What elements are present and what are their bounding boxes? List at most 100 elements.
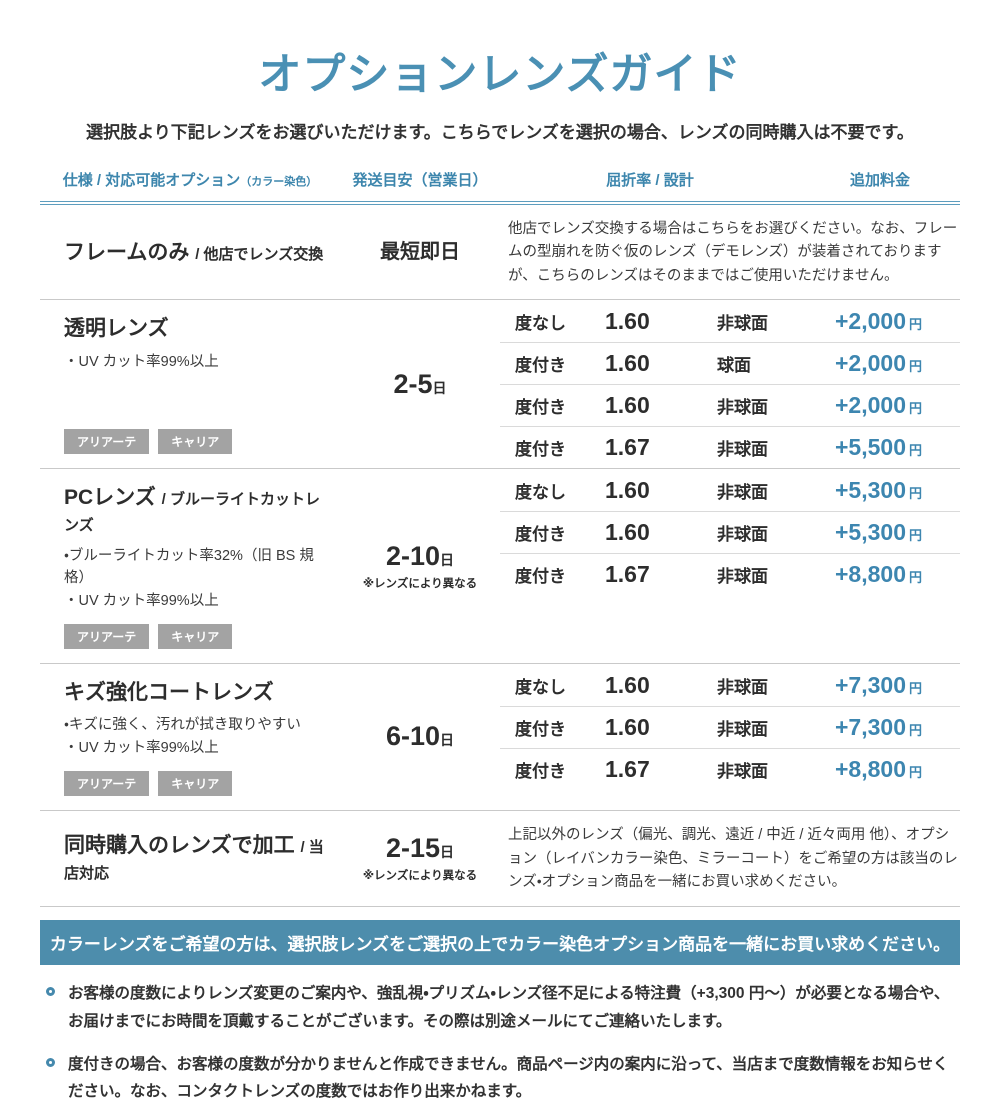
option-price-unit: 円 — [909, 765, 923, 781]
option-price-value: +2,000 — [835, 307, 906, 334]
lens-option-row: 度付き 1.60 非球面 +7,300 円 — [500, 706, 960, 748]
option-power: 度なし — [515, 482, 566, 502]
shipping-unit: 日 — [432, 379, 447, 396]
footnote: お客様の度数によりレンズ変更のご案内や、強乱視・プリズム・レンズ径不足による特注… — [40, 980, 960, 1036]
shipping-unit: 日 — [440, 844, 455, 861]
shipping-cell: 最短即日 — [340, 205, 500, 299]
option-index: 1.67 — [605, 561, 650, 588]
feature-item: ・UV カット率99%以上 — [64, 739, 219, 756]
feature-list: ・キズに強く、汚れが拭き取りやすい ・UV カット率99%以上 — [64, 714, 301, 759]
option-price-value: +8,800 — [835, 756, 906, 783]
option-design: 非球面 — [717, 720, 768, 740]
option-price-unit: 円 — [909, 680, 923, 696]
option-design: 非球面 — [717, 677, 768, 697]
option-design: 非球面 — [717, 313, 768, 333]
tag-carrier: キャリア — [158, 429, 233, 455]
footnote-text: お客様の度数によりレンズ変更のご案内や、強乱視・プリズム・レンズ径不足による特注… — [68, 984, 950, 1030]
lens-option-row: 度付き 1.60 球面 +2,000 円 — [500, 342, 960, 384]
option-price: +2,000 円 — [835, 308, 922, 335]
shipping-cell: 6-10日 — [340, 664, 500, 810]
table-row-frame-only: フレームのみ / 他店でレンズ交換 最短即日 他店でレンズ交換する場合はこちらを… — [40, 205, 960, 301]
detail-cell: 他店でレンズ交換する場合はこちらをお選びください。なお、フレームの型崩れを防ぐ仮… — [500, 205, 960, 299]
option-price-value: +7,300 — [835, 714, 906, 741]
option-price-value: +7,300 — [835, 671, 906, 698]
tag-list: アリアーテ キャリア — [64, 612, 233, 650]
feature-list: ・UV カット率99%以上 — [64, 351, 219, 373]
option-power: 度付き — [515, 356, 566, 376]
shipping-days: 2-5 — [393, 368, 433, 399]
row-title: キズ強化コートレンズ — [64, 681, 274, 705]
row-title-sub: / ブルーライトカットレンズ — [64, 491, 320, 534]
row-title: PCレンズ / ブルーライトカットレンズ — [64, 485, 334, 535]
lens-option-row: 度付き 1.67 非球面 +8,800 円 — [500, 553, 960, 595]
footnote-text: 度付きの場合、お客様の度数が分かりませんと作成できません。商品ページ内の案内に沿… — [68, 1055, 949, 1101]
option-price: +7,300 円 — [835, 714, 922, 741]
lens-option-row: 度なし 1.60 非球面 +7,300 円 — [500, 664, 960, 706]
shipping-unit: 日 — [440, 552, 455, 568]
column-header-price: 追加料金 — [849, 172, 910, 189]
option-power: 度付き — [515, 440, 566, 460]
option-price-value: +5,300 — [835, 476, 906, 503]
option-power: 度付き — [515, 567, 566, 587]
option-price: +5,300 円 — [835, 477, 922, 504]
option-index: 1.60 — [605, 714, 650, 741]
row-title-main: PCレンズ — [64, 486, 156, 510]
table-row-pc-lens: PCレンズ / ブルーライトカットレンズ ・ブルーライトカット率32%（旧 BS… — [40, 469, 960, 665]
column-header-spec-label: 仕様 / 対応可能オプション — [62, 172, 241, 189]
table-row-clear-lens: 透明レンズ ・UV カット率99%以上 アリアーテ キャリア 2-5日 度なし … — [40, 300, 960, 470]
option-price-unit: 円 — [909, 485, 923, 501]
option-design: 非球面 — [717, 398, 768, 418]
option-price: +2,000 円 — [835, 350, 922, 377]
feature-item: ・キズに強く、汚れが拭き取りやすい — [64, 717, 301, 734]
option-power: 度なし — [515, 313, 566, 333]
feature-item: ・UV カット率99%以上 — [64, 353, 219, 370]
spec-cell: フレームのみ / 他店でレンズ交換 — [40, 205, 340, 299]
column-headers-right: 屈折率 / 設計 追加料金 — [500, 169, 960, 190]
option-power: 度付き — [515, 398, 566, 418]
tag-carrier: キャリア — [158, 624, 233, 650]
option-index: 1.67 — [605, 434, 650, 461]
shipping-value: 2-15日 — [386, 833, 455, 864]
option-price-value: +2,000 — [835, 350, 906, 377]
option-price-unit: 円 — [909, 570, 923, 586]
row-title: フレームのみ / 他店でレンズ交換 — [64, 240, 323, 265]
lens-option-row: 度付き 1.60 非球面 +5,300 円 — [500, 511, 960, 553]
option-price-value: +8,800 — [835, 561, 906, 588]
option-power: 度付き — [515, 720, 566, 740]
lens-option-row: 度付き 1.67 非球面 +5,500 円 — [500, 426, 960, 468]
option-index: 1.60 — [605, 671, 650, 698]
lens-option-row: 度なし 1.60 非球面 +2,000 円 — [500, 300, 960, 342]
column-header-refraction: 屈折率 / 設計 — [606, 172, 694, 189]
color-lens-banner: カラーレンズをご希望の方は、選択肢レンズをご選択の上でカラー染色オプション商品を… — [40, 919, 960, 965]
header-divider — [40, 201, 960, 205]
column-header-spec-note: （カラー染色） — [240, 176, 318, 188]
tag-list: アリアーテ キャリア — [64, 417, 233, 455]
option-power: 度付き — [515, 762, 566, 782]
option-price-unit: 円 — [909, 359, 923, 375]
tag-ariate: アリアーテ — [64, 429, 150, 455]
shipping-note: ※レンズにより異なる — [362, 869, 478, 882]
shipping-value: 2-10日 — [386, 541, 455, 572]
options-cell: 度なし 1.60 非球面 +7,300 円 度付き 1.60 非球面 +7,300… — [500, 664, 960, 810]
tag-ariate: アリアーテ — [64, 624, 150, 650]
option-design: 球面 — [717, 356, 751, 376]
option-price-value: +5,300 — [835, 519, 906, 546]
options-cell: 度なし 1.60 非球面 +5,300 円 度付き 1.60 非球面 +5,300… — [500, 469, 960, 663]
feature-list: ・ブルーライトカット率32%（旧 BS 規格） ・UV カット率99%以上 — [64, 545, 334, 612]
shipping-cell: 2-15日 ※レンズにより異なる — [340, 811, 500, 905]
option-index: 1.60 — [605, 392, 650, 419]
option-price-unit: 円 — [909, 443, 923, 459]
option-power: 度なし — [515, 677, 566, 697]
shipping-value: 2-5日 — [393, 368, 447, 400]
shipping-days: 6-10 — [385, 721, 441, 752]
option-design: 非球面 — [717, 525, 768, 545]
option-price-unit: 円 — [909, 723, 923, 739]
option-design: 非球面 — [717, 482, 768, 502]
row-title-main: フレームのみ — [64, 240, 190, 264]
row-title-main: 同時購入のレンズで加工 — [64, 834, 295, 858]
page-title: オプションレンズガイド — [258, 51, 742, 99]
option-price: +7,300 円 — [835, 672, 922, 699]
tag-ariate: アリアーテ — [64, 771, 150, 797]
spec-cell: キズ強化コートレンズ ・キズに強く、汚れが拭き取りやすい ・UV カット率99%… — [40, 664, 340, 810]
option-price: +5,300 円 — [835, 519, 922, 546]
